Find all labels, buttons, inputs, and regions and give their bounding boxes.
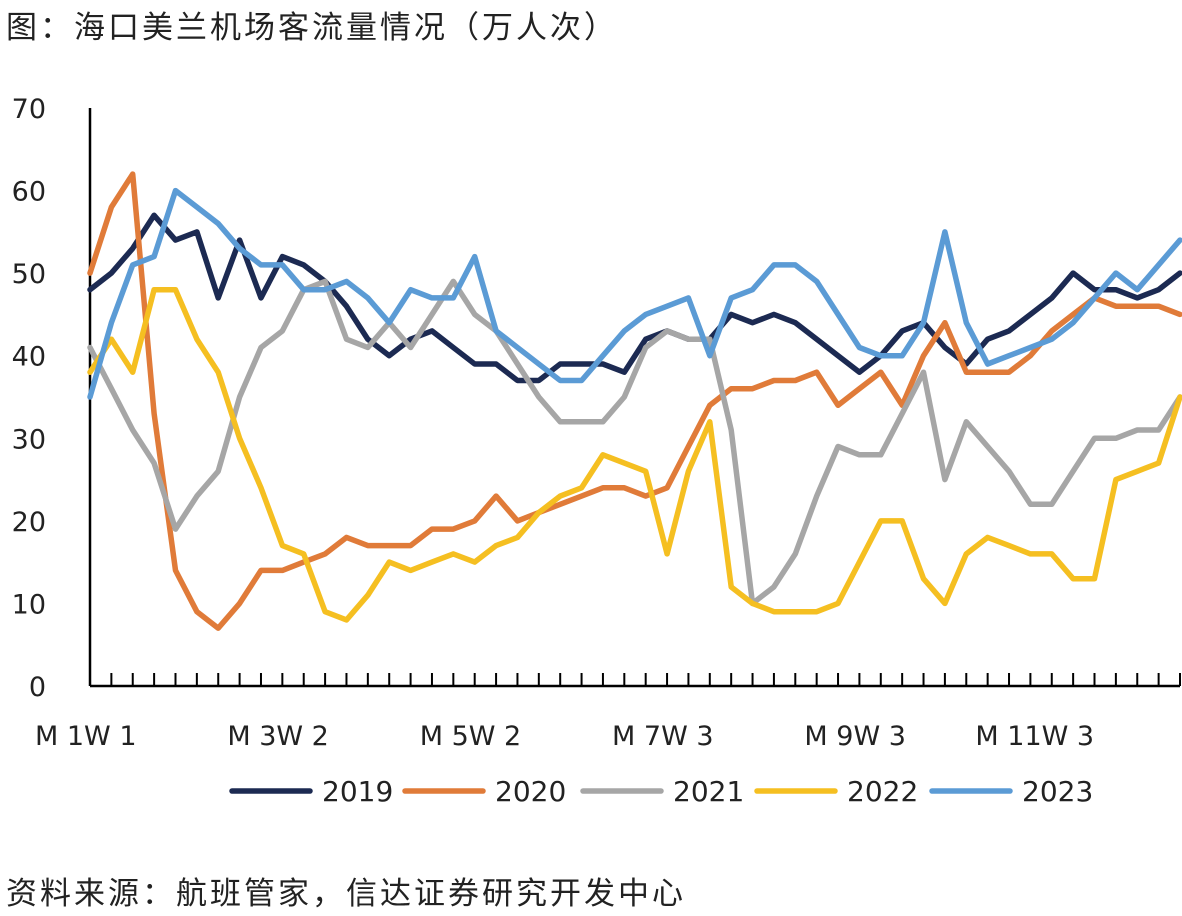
- legend-label-2019: 2019: [322, 775, 393, 808]
- legend-label-2023: 2023: [1022, 775, 1093, 808]
- series-line-2020: [87, 171, 1182, 631]
- y-tick-label: 10: [12, 589, 46, 620]
- x-tick-label: M 9W 3: [804, 721, 906, 752]
- series-line-2021: [87, 278, 1182, 607]
- legend-label-2022: 2022: [847, 775, 918, 808]
- axes: 0 10 20 30 40 50 60 70 M 1W 1 M 3W 2 M 5W 2 M 7W 3 M…: [12, 94, 1181, 752]
- y-tick-label: 0: [29, 672, 46, 703]
- series-line-2019: [87, 212, 1182, 384]
- legend-label-2021: 2021: [673, 775, 744, 808]
- y-tick-label: 70: [12, 94, 46, 125]
- legend-label-2020: 2020: [495, 775, 566, 808]
- x-tick-label: M 1W 1: [35, 721, 137, 752]
- x-tick-label: M 7W 3: [612, 721, 714, 752]
- y-tick-label: 30: [12, 424, 46, 455]
- y-tick-label: 50: [12, 259, 46, 290]
- chart-title: 图：海口美兰机场客流量情况（万人次）: [6, 10, 618, 46]
- chart-source: 资料来源：航班管家，信达证券研究开发中心: [6, 876, 686, 912]
- x-tick-label: M 3W 2: [227, 721, 329, 752]
- series-line-2023: [87, 187, 1182, 400]
- legend: 2019 2020 2021 2022 2023: [229, 775, 1093, 808]
- x-tick-label: M 11W 3: [975, 721, 1094, 752]
- y-tick-label: 60: [12, 177, 46, 208]
- series-layer: [87, 171, 1182, 631]
- x-tick-label: M 5W 2: [420, 721, 522, 752]
- y-tick-label: 20: [12, 507, 46, 538]
- y-tick-label: 40: [12, 342, 46, 373]
- series-line-2022: [87, 286, 1182, 623]
